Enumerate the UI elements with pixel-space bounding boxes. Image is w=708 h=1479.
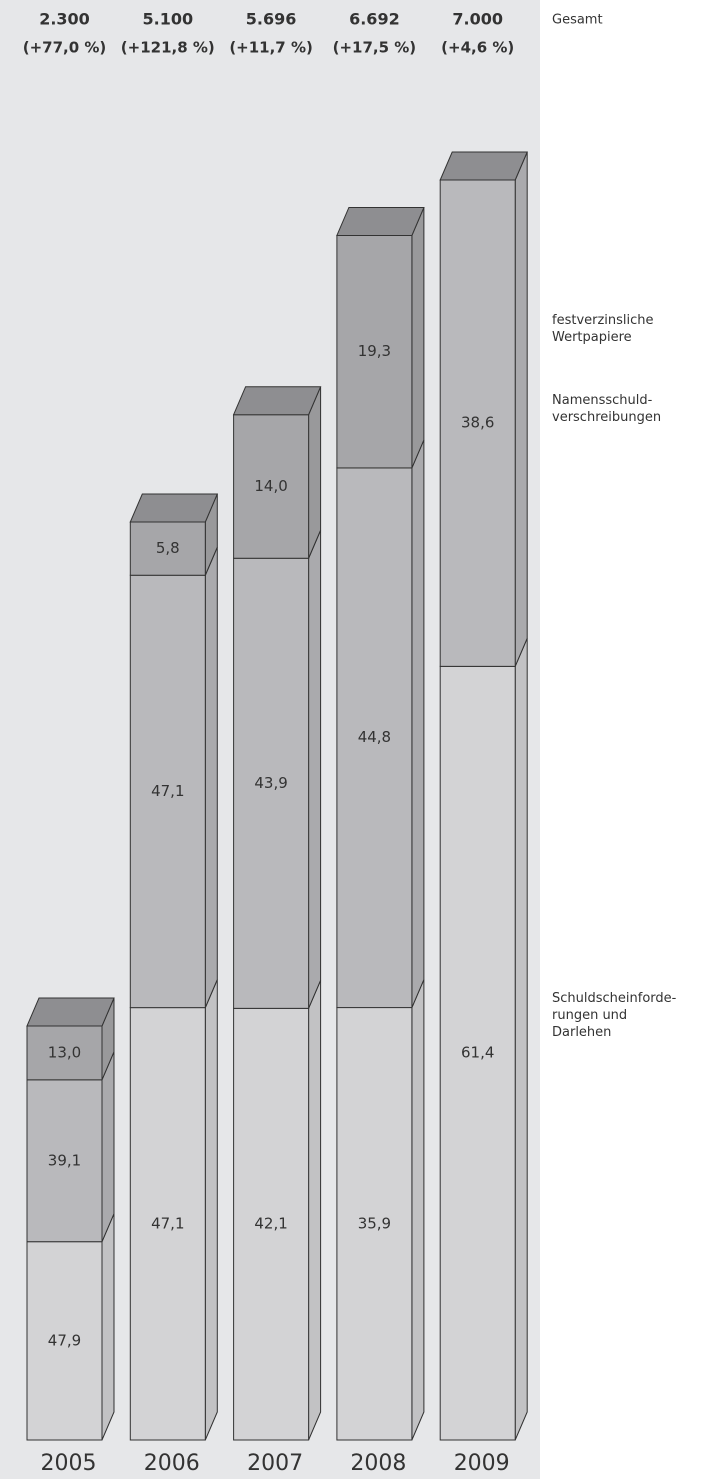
bar-segment	[26, 1079, 103, 1243]
change-label: (+17,5 %)	[333, 39, 417, 57]
value-label: 13,0	[48, 1043, 81, 1061]
value-label: 5,8	[156, 539, 180, 557]
x-tick-label: 2005	[41, 1451, 97, 1476]
bar-side-shade	[205, 547, 218, 1008]
bar-top	[26, 997, 115, 1027]
bar-side-shade	[102, 1051, 114, 1242]
total-label: 5.100	[142, 10, 193, 29]
bar-side-shade	[308, 530, 321, 1009]
x-tick-label: 2006	[144, 1451, 200, 1476]
value-label: 14,0	[254, 477, 287, 495]
bar-segment	[26, 1241, 103, 1441]
change-label: (+77,0 %)	[23, 39, 107, 57]
bar-side-shade	[411, 439, 424, 1008]
total-label: 2.300	[39, 10, 90, 29]
bar-segment	[439, 179, 516, 667]
bar-segment	[336, 1007, 413, 1441]
value-label: 39,1	[48, 1151, 81, 1169]
bar-segment	[336, 467, 413, 1009]
x-tick-label: 2007	[247, 1451, 303, 1476]
x-tick-label: 2009	[454, 1451, 510, 1476]
value-label: 43,9	[254, 774, 287, 792]
bar-side-shade	[205, 979, 218, 1440]
bar-segment	[233, 414, 310, 559]
change-label: (+11,7 %)	[229, 39, 313, 57]
change-label: (+4,6 %)	[441, 39, 514, 57]
bar-side-shade	[411, 207, 424, 468]
bar-segment	[129, 521, 206, 576]
value-label: 19,3	[358, 342, 391, 360]
bar-segment	[26, 1025, 103, 1081]
value-label: 47,1	[151, 782, 184, 800]
value-label: 47,1	[151, 1214, 184, 1232]
bar-top	[336, 206, 425, 236]
bar-side-shade	[515, 152, 528, 667]
total-label: 6.692	[349, 10, 400, 29]
total-label: 5.696	[246, 10, 297, 29]
bar-side-shade	[515, 638, 528, 1440]
bar-segment	[233, 1007, 310, 1441]
bar-side-shade	[102, 1213, 114, 1440]
bar-segment	[439, 665, 516, 1441]
bar-segment	[336, 234, 413, 469]
value-label: 47,9	[48, 1331, 81, 1349]
bar-side-shade	[205, 494, 218, 576]
value-label: 44,8	[358, 728, 391, 746]
bar-side-shade	[308, 386, 321, 559]
bar-top	[439, 151, 528, 181]
value-label: 42,1	[254, 1215, 287, 1233]
value-label: 61,4	[461, 1044, 494, 1062]
bar-top	[129, 493, 219, 523]
total-label: 7.000	[452, 10, 503, 29]
legend-entry: Namensschuld- verschreibungen	[552, 393, 662, 425]
value-label: 35,9	[358, 1214, 391, 1232]
totals-title: Gesamt	[552, 13, 603, 28]
bar-segment	[129, 1007, 206, 1441]
bar-side-shade	[102, 998, 114, 1080]
legend-entry: Schuldscheinforde- rungen und Darlehen	[552, 991, 677, 1040]
value-label: 38,6	[461, 414, 494, 432]
change-label: (+121,8 %)	[121, 39, 215, 57]
bar-side-shade	[308, 980, 321, 1440]
bar-segment	[233, 557, 310, 1009]
bar-side-shade	[411, 979, 424, 1440]
legend-entry: festverzinsliche Wertpapiere	[552, 313, 654, 345]
bar-top	[232, 386, 322, 416]
x-tick-label: 2008	[350, 1451, 406, 1476]
